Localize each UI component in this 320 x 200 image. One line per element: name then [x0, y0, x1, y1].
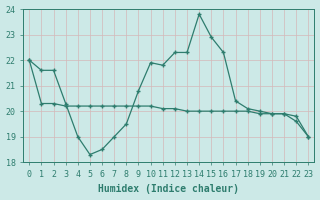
X-axis label: Humidex (Indice chaleur): Humidex (Indice chaleur) [98, 184, 239, 194]
